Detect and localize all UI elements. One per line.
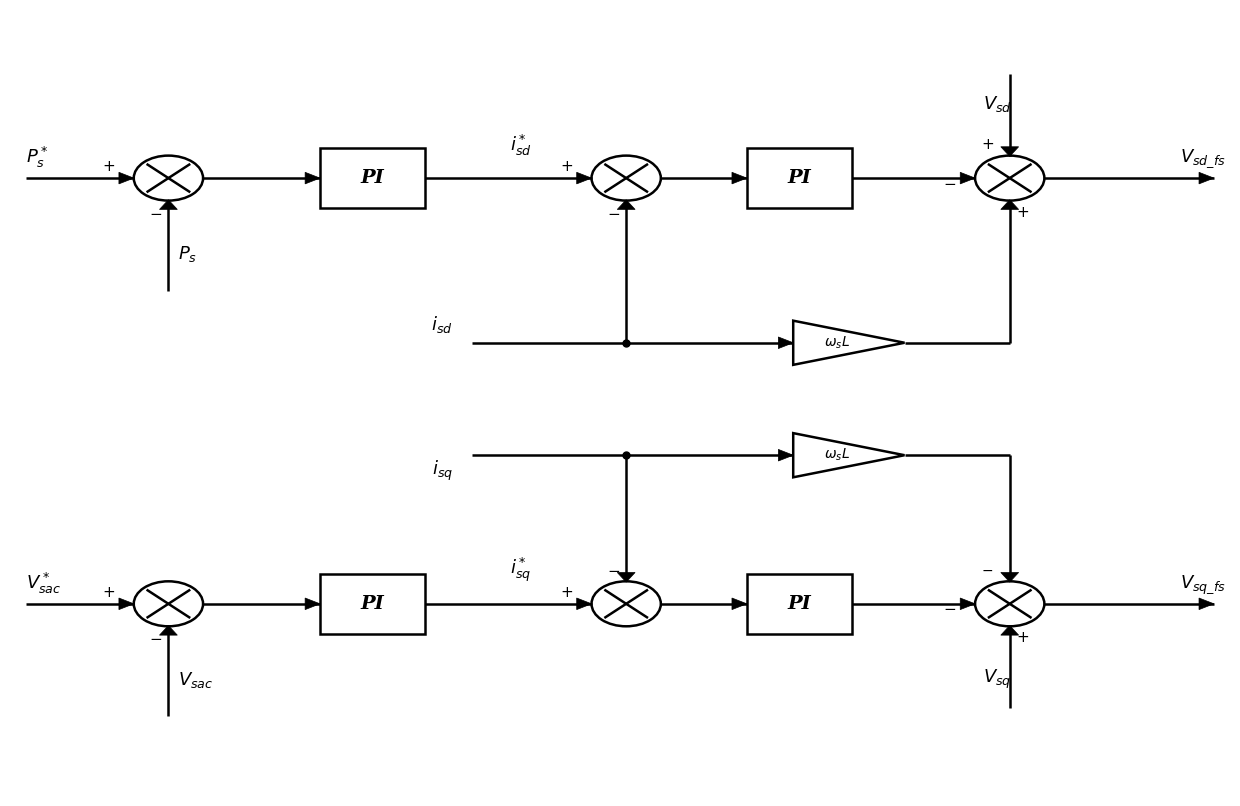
Polygon shape <box>1001 147 1018 156</box>
Text: $V_{sq}$: $V_{sq}$ <box>983 668 1012 692</box>
Text: +: + <box>1016 630 1029 646</box>
Polygon shape <box>577 598 591 609</box>
Polygon shape <box>1001 200 1018 210</box>
Text: $-$: $-$ <box>606 205 620 219</box>
Polygon shape <box>779 450 794 461</box>
FancyBboxPatch shape <box>320 574 425 634</box>
Text: $V_{sd\_fs}$: $V_{sd\_fs}$ <box>1180 147 1226 170</box>
Polygon shape <box>305 172 320 184</box>
Text: $P_s^*$: $P_s^*$ <box>26 145 48 170</box>
Text: +: + <box>103 159 115 174</box>
Text: $-$: $-$ <box>944 175 956 189</box>
Text: $V_{sq\_fs}$: $V_{sq\_fs}$ <box>1180 573 1226 596</box>
Text: PI: PI <box>361 595 384 613</box>
Text: $V_{sac}$: $V_{sac}$ <box>179 670 213 690</box>
Text: $-$: $-$ <box>981 563 993 577</box>
Text: $\omega_s L$: $\omega_s L$ <box>823 447 849 463</box>
Text: PI: PI <box>361 169 384 187</box>
Polygon shape <box>1001 625 1018 635</box>
Text: +: + <box>1016 205 1029 219</box>
Text: $-$: $-$ <box>606 563 620 577</box>
Text: $-$: $-$ <box>149 630 162 646</box>
Polygon shape <box>1199 598 1214 609</box>
Polygon shape <box>1199 172 1214 184</box>
Polygon shape <box>618 200 635 210</box>
Polygon shape <box>960 172 975 184</box>
Polygon shape <box>618 572 635 582</box>
Polygon shape <box>960 598 975 609</box>
Text: $i_{sd}^*$: $i_{sd}^*$ <box>510 133 532 158</box>
Polygon shape <box>305 598 320 609</box>
FancyBboxPatch shape <box>320 148 425 208</box>
Text: $V_{sac}^*$: $V_{sac}^*$ <box>26 571 62 596</box>
Text: +: + <box>103 585 115 600</box>
Polygon shape <box>732 598 746 609</box>
Text: +: + <box>981 136 994 152</box>
Text: PI: PI <box>787 595 811 613</box>
Text: $-$: $-$ <box>944 600 956 615</box>
FancyBboxPatch shape <box>746 574 852 634</box>
Text: $i_{sq}$: $i_{sq}$ <box>432 459 453 484</box>
Polygon shape <box>160 200 177 210</box>
Polygon shape <box>577 172 591 184</box>
Text: $i_{sq}^*$: $i_{sq}^*$ <box>511 555 532 584</box>
Polygon shape <box>1001 572 1018 582</box>
Text: +: + <box>560 585 573 600</box>
Polygon shape <box>119 598 134 609</box>
Polygon shape <box>119 172 134 184</box>
FancyBboxPatch shape <box>746 148 852 208</box>
Text: PI: PI <box>787 169 811 187</box>
Text: $-$: $-$ <box>149 205 162 219</box>
Text: $V_{sd}$: $V_{sd}$ <box>983 93 1012 114</box>
Text: $\omega_s L$: $\omega_s L$ <box>823 334 849 351</box>
Polygon shape <box>779 337 794 348</box>
Polygon shape <box>160 625 177 635</box>
Text: $i_{sd}$: $i_{sd}$ <box>432 314 453 334</box>
Text: +: + <box>560 159 573 174</box>
Text: $P_s$: $P_s$ <box>179 244 197 264</box>
Polygon shape <box>732 172 746 184</box>
